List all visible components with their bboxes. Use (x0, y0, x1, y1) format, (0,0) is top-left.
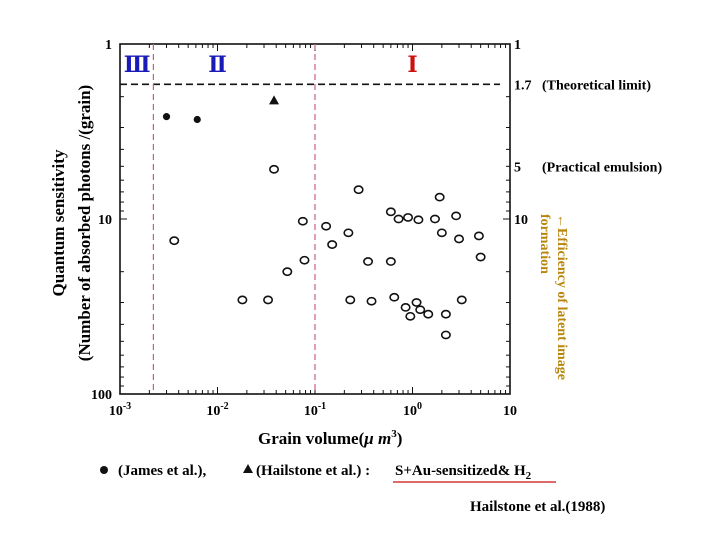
data-point-sensitized (423, 309, 434, 319)
y-tick-label-right: 5 (514, 160, 521, 175)
y-tick-label-left: 10 (98, 213, 112, 228)
data-point-sensitized (400, 303, 411, 312)
data-point-james (193, 115, 201, 124)
data-point-sensitized (473, 231, 484, 241)
data-point-sensitized (405, 311, 416, 321)
y-tick-label-right: 1 (514, 38, 521, 53)
data-point-sensitized (456, 295, 467, 305)
data-point-sensitized (411, 298, 422, 307)
data-point-sensitized (237, 295, 248, 305)
data-point-sensitized (440, 309, 451, 319)
y-tick-label-left: 100 (91, 388, 112, 403)
right-axis-title-line1: ←Efficiency of latent image (554, 214, 569, 380)
y-tick-note-right: (Theoretical limit) (542, 78, 651, 93)
legend-label-hailstone: (Hailstone et al.) : (256, 463, 370, 479)
x-axis-title: Grain volume(μ m3) (258, 428, 402, 448)
data-point-sensitized (299, 255, 310, 265)
right-axis-title-line2: formation (537, 214, 552, 274)
y-axis-title-line1: Quantum sensitivity (49, 149, 68, 296)
data-point-sensitized (321, 221, 332, 231)
data-point-sensitized (327, 240, 338, 249)
right-axis-title: ←Efficiency of latent image formation (537, 214, 569, 380)
data-point-sensitized (451, 211, 462, 221)
region-label: Ⅰ (407, 52, 417, 77)
legend-marker-james (100, 466, 108, 474)
data-point-sensitized (475, 252, 486, 262)
data-point-hailstone (269, 95, 280, 105)
data-point-sensitized (385, 207, 396, 217)
data-point-sensitized (389, 292, 400, 302)
x-tick-label: 10-3 (109, 401, 131, 419)
y-tick-label-right: 10 (514, 213, 528, 228)
data-point-sensitized (297, 216, 308, 226)
x-tick-label: 10 (503, 404, 517, 419)
data-point-james (162, 113, 171, 121)
data-point-sensitized (434, 192, 445, 202)
data-point-sensitized (269, 164, 280, 174)
citation: Hailstone et al.(1988) (470, 499, 605, 515)
data-point-sensitized (385, 257, 396, 266)
data-point-sensitized (415, 305, 426, 315)
y-tick-note-right: (Practical emulsion) (542, 160, 662, 175)
x-tick-label: 10-1 (304, 401, 326, 419)
data-point-sensitized (403, 213, 414, 222)
y-tick-label-left: 1 (105, 38, 112, 53)
y-axis-title: Quantum sensitivity (Number of absorbed … (49, 85, 94, 361)
data-point-sensitized (353, 185, 364, 195)
y-tick-label-right: 1.7 (514, 78, 532, 93)
data-point-sensitized (263, 295, 274, 305)
plot-area: 10-3 10-2 10-1 100 10 1 10 100 1 1.7 (Theoretical … (91, 38, 662, 419)
data-point-sensitized (343, 228, 354, 238)
legend-label-james: (James et al.), (118, 463, 207, 479)
data-point-sensitized (413, 215, 424, 225)
data-point-sensitized (366, 296, 377, 306)
legend: (James et al.), (Hailstone et al.) : S+A… (100, 463, 556, 483)
data-point-sensitized (454, 234, 465, 244)
data-point-sensitized (436, 228, 447, 238)
data-point-sensitized (345, 295, 356, 305)
x-tick-label: 10-2 (206, 401, 228, 419)
data-point-sensitized (282, 267, 293, 277)
data-point-sensitized (363, 257, 374, 266)
data-point-sensitized (429, 214, 440, 224)
legend-label-sensitized: S+Au-sensitized& H2 (395, 463, 532, 482)
y-axis-title-line2: (Number of absorbed photons /(grain) (75, 85, 94, 361)
region-label: Ⅱ (208, 52, 227, 77)
data-point-sensitized (169, 236, 180, 246)
legend-marker-hailstone (243, 464, 253, 473)
x-tick-label: 100 (403, 401, 422, 419)
data-point-sensitized (393, 214, 404, 224)
data-point-sensitized (440, 330, 451, 340)
region-label: Ⅲ (124, 52, 151, 77)
